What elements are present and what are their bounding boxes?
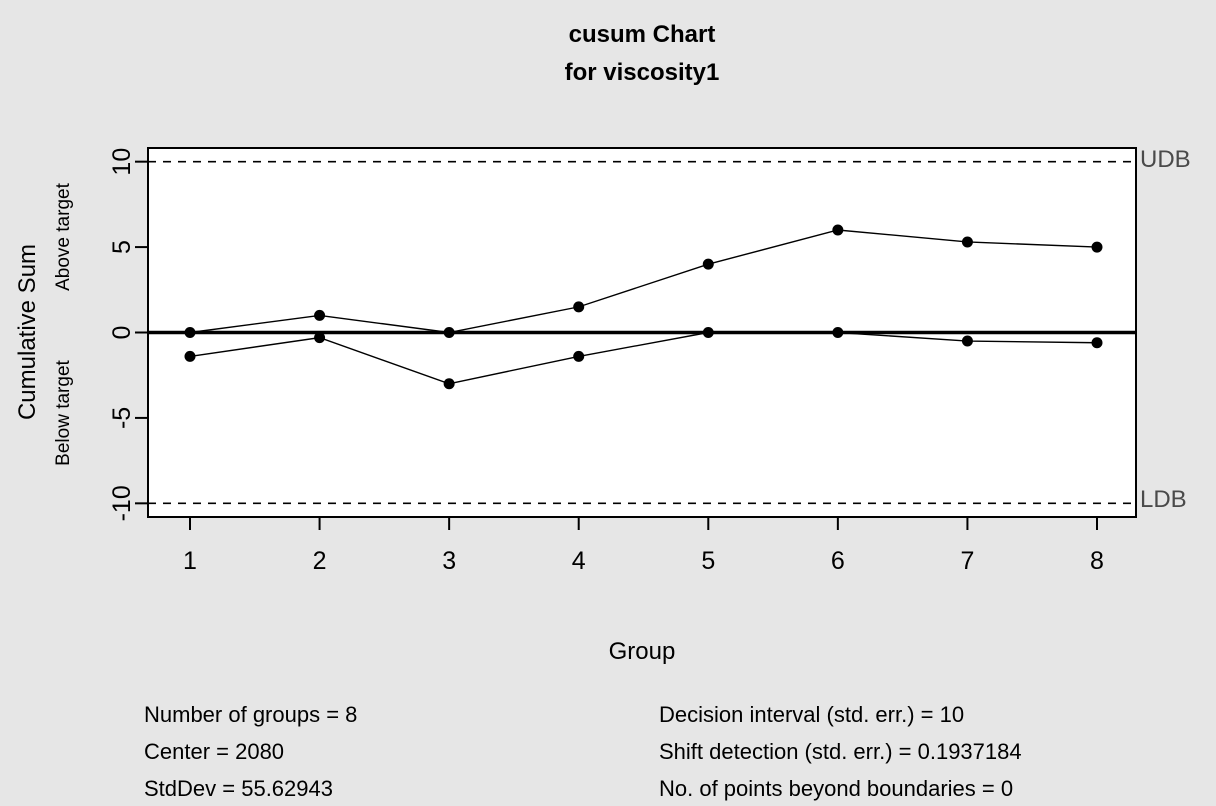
stat-center: Center = 2080 <box>144 739 285 764</box>
x-tick-label: 7 <box>960 547 974 575</box>
data-point <box>573 350 585 362</box>
x-tick-label: 3 <box>442 547 456 575</box>
data-point <box>314 332 326 344</box>
data-point <box>443 327 455 338</box>
data-point <box>184 350 196 362</box>
x-tick-label: 4 <box>572 547 586 575</box>
x-tick-label: 2 <box>313 547 327 575</box>
data-point <box>961 335 973 347</box>
chart-title-line2: for viscosity1 <box>564 59 720 86</box>
data-point <box>832 327 844 338</box>
stat-points-beyond-boundaries: No. of points beyond boundaries = 0 <box>659 776 1014 801</box>
series-line <box>189 331 1098 385</box>
data-point <box>1091 241 1103 253</box>
y-axis-label: Cumulative Sum <box>14 243 41 421</box>
y-axis-sublabel-above: Above target <box>53 183 74 291</box>
y-tick-label: 5 <box>108 240 136 254</box>
series-line <box>189 229 1098 334</box>
lower-boundary-label: LDB <box>1140 486 1187 513</box>
data-point <box>702 258 714 270</box>
data-point <box>184 327 196 338</box>
data-point <box>573 301 585 313</box>
x-tick-label: 8 <box>1090 547 1104 575</box>
y-tick-label: -5 <box>108 407 136 429</box>
y-tick-label: 10 <box>108 148 136 176</box>
stat-decision-interval: Decision interval (std. err.) = 10 <box>659 702 965 727</box>
x-tick-label: 1 <box>183 547 197 575</box>
y-tick-label: 0 <box>108 326 136 340</box>
chart-title-line1: cusum Chart <box>568 21 716 48</box>
stat-stddev: StdDev = 55.62943 <box>144 776 333 801</box>
data-point <box>961 236 973 248</box>
data-point <box>702 327 714 338</box>
summary-statistics-right: Decision interval (std. err.) = 10 Shift… <box>659 696 1022 806</box>
data-point <box>832 224 844 236</box>
stat-shift-detection: Shift detection (std. err.) = 0.1937184 <box>659 739 1022 764</box>
y-axis-sublabel-below: Below target <box>53 360 74 466</box>
data-point <box>314 309 326 321</box>
data-point <box>1091 337 1103 349</box>
chart-title: cusum Chart for viscosity1 <box>72 16 1212 92</box>
data-point <box>443 378 455 390</box>
stat-number-of-groups: Number of groups = 8 <box>144 702 358 727</box>
x-tick-label: 5 <box>701 547 715 575</box>
summary-statistics-left: Number of groups = 8 Center = 2080 StdDe… <box>144 696 357 806</box>
upper-boundary-label: UDB <box>1140 146 1191 173</box>
plot-area: 10 5 0 -5 -10 1 2 3 4 5 6 7 8 <box>108 147 1137 575</box>
x-tick-label: 6 <box>831 547 845 575</box>
y-tick-label: -10 <box>108 485 136 521</box>
x-axis-label: Group <box>608 638 676 665</box>
